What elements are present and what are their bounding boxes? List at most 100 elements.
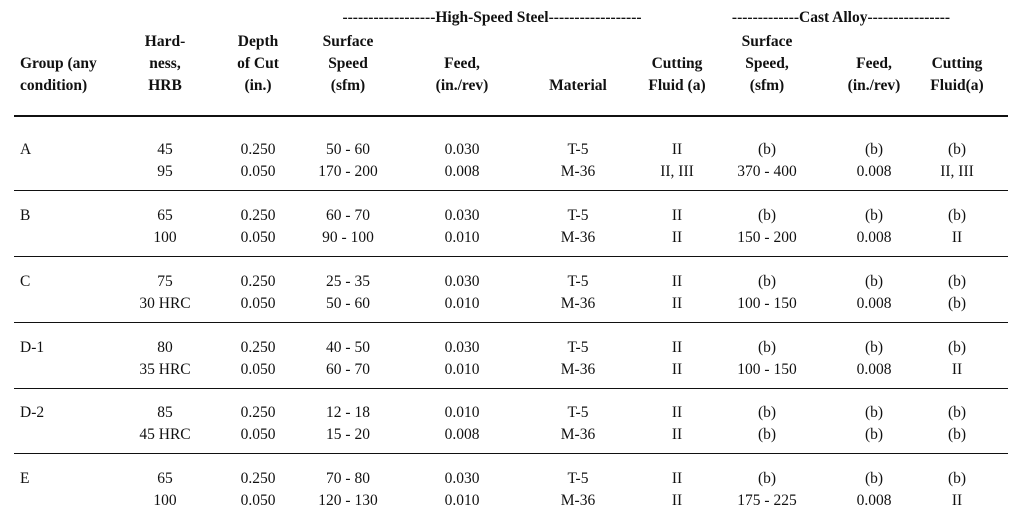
table-cell: T-5 bbox=[567, 207, 589, 224]
table-cell: 0.250 bbox=[240, 470, 276, 487]
table-cell: 0.010 bbox=[444, 295, 480, 312]
row-group-label: C bbox=[20, 273, 31, 290]
table-cell: 100 bbox=[153, 229, 177, 246]
table-cell: 0.250 bbox=[240, 141, 276, 158]
table-cell: II, III bbox=[940, 163, 974, 180]
table-cell: 0.010 bbox=[444, 492, 480, 509]
table-cell: T-5 bbox=[567, 273, 589, 290]
table-cell: 0.030 bbox=[444, 141, 480, 158]
table-cell: 65 bbox=[157, 470, 173, 487]
column-header-9-line-0: Cutting bbox=[931, 55, 983, 72]
table-cell: 0.250 bbox=[240, 404, 276, 421]
table-cell: 85 bbox=[157, 404, 173, 421]
table-cell: 95 bbox=[157, 163, 173, 180]
table-cell: (b) bbox=[864, 339, 884, 356]
table-cell: 15 - 20 bbox=[326, 426, 370, 443]
column-header-6-line-1: Fluid (a) bbox=[648, 77, 706, 94]
table-cell: 0.050 bbox=[240, 229, 276, 246]
table-cell: 0.250 bbox=[240, 207, 276, 224]
table-cell: 0.010 bbox=[444, 229, 480, 246]
column-header-8-line-1: (in./rev) bbox=[847, 77, 901, 94]
table-cell: 120 - 130 bbox=[318, 492, 378, 509]
table-cell: II bbox=[671, 404, 683, 421]
column-header-0-line-0: Group (any bbox=[20, 55, 97, 72]
table-cell: 170 - 200 bbox=[318, 163, 378, 180]
table-cell: 30 HRC bbox=[139, 295, 191, 312]
table-cell: II bbox=[671, 470, 683, 487]
table-cell: 50 - 60 bbox=[326, 141, 370, 158]
table-cell: II bbox=[951, 492, 963, 509]
column-header-2-line-1: of Cut bbox=[237, 55, 279, 72]
row-group-label: D-1 bbox=[20, 339, 45, 356]
table-cell: (b) bbox=[757, 273, 777, 290]
table-cell: II bbox=[671, 141, 683, 158]
column-header-3-line-1: Speed bbox=[328, 55, 368, 72]
row-divider bbox=[14, 190, 1008, 191]
table-cell: II bbox=[671, 492, 683, 509]
column-header-4-line-1: (in./rev) bbox=[435, 77, 489, 94]
table-cell: 0.008 bbox=[856, 361, 892, 378]
table-cell: T-5 bbox=[567, 404, 589, 421]
group-header-high-speed-steel: ------------------High-Speed Steel------… bbox=[342, 9, 642, 26]
column-header-7-line-1: Speed, bbox=[745, 55, 789, 72]
row-divider bbox=[14, 388, 1008, 389]
table-cell: 100 - 150 bbox=[737, 295, 797, 312]
table-cell: (b) bbox=[947, 470, 967, 487]
table-cell: 35 HRC bbox=[139, 361, 191, 378]
table-cell: 0.008 bbox=[856, 163, 892, 180]
table-cell: M-36 bbox=[560, 163, 596, 180]
table-cell: (b) bbox=[864, 273, 884, 290]
table-cell: II bbox=[671, 295, 683, 312]
table-cell: II bbox=[671, 229, 683, 246]
table-cell: (b) bbox=[757, 470, 777, 487]
table-cell: II bbox=[671, 361, 683, 378]
table-cell: 50 - 60 bbox=[326, 295, 370, 312]
table-cell: 0.008 bbox=[444, 426, 480, 443]
table-cell: 0.008 bbox=[856, 229, 892, 246]
table-cell: 0.030 bbox=[444, 339, 480, 356]
table-cell: 90 - 100 bbox=[322, 229, 374, 246]
header-rule bbox=[14, 115, 1008, 117]
table-cell: 0.010 bbox=[444, 361, 480, 378]
table-cell: II bbox=[671, 339, 683, 356]
table-cell: 0.008 bbox=[856, 492, 892, 509]
table-cell: 0.050 bbox=[240, 361, 276, 378]
table-cell: (b) bbox=[757, 339, 777, 356]
table-cell: M-36 bbox=[560, 361, 596, 378]
column-header-1-line-1: ness, bbox=[149, 55, 181, 72]
table-cell: II bbox=[951, 361, 963, 378]
table-cell: 175 - 225 bbox=[737, 492, 797, 509]
table-cell: (b) bbox=[947, 273, 967, 290]
table-cell: 0.050 bbox=[240, 426, 276, 443]
table-cell: 25 - 35 bbox=[326, 273, 370, 290]
table-cell: 0.010 bbox=[444, 404, 480, 421]
table-cell: 12 - 18 bbox=[326, 404, 370, 421]
row-divider bbox=[14, 322, 1008, 323]
column-header-3-line-2: (sfm) bbox=[330, 77, 366, 94]
table-cell: 0.030 bbox=[444, 470, 480, 487]
row-group-label: E bbox=[20, 470, 30, 487]
table-cell: (b) bbox=[864, 207, 884, 224]
table-cell: (b) bbox=[947, 404, 967, 421]
table-cell: 0.050 bbox=[240, 295, 276, 312]
table-cell: 0.030 bbox=[444, 273, 480, 290]
table-cell: M-36 bbox=[560, 295, 596, 312]
column-header-7-line-0: Surface bbox=[741, 33, 793, 50]
column-header-6-line-0: Cutting bbox=[651, 55, 703, 72]
table-cell: (b) bbox=[757, 141, 777, 158]
table-cell: (b) bbox=[864, 426, 884, 443]
table-cell: T-5 bbox=[567, 339, 589, 356]
table-cell: 0.030 bbox=[444, 207, 480, 224]
table-cell: 40 - 50 bbox=[326, 339, 370, 356]
table-cell: II bbox=[951, 229, 963, 246]
column-header-3-line-0: Surface bbox=[322, 33, 374, 50]
table-cell: (b) bbox=[947, 295, 967, 312]
column-header-1-line-0: Hard- bbox=[144, 33, 186, 50]
column-header-0-line-1: condition) bbox=[20, 77, 88, 94]
column-header-2-line-2: (in.) bbox=[244, 77, 272, 94]
table-cell: II bbox=[671, 207, 683, 224]
table-cell: T-5 bbox=[567, 141, 589, 158]
table-cell: 100 - 150 bbox=[737, 361, 797, 378]
table-cell: (b) bbox=[757, 207, 777, 224]
column-header-7-line-2: (sfm) bbox=[749, 77, 785, 94]
